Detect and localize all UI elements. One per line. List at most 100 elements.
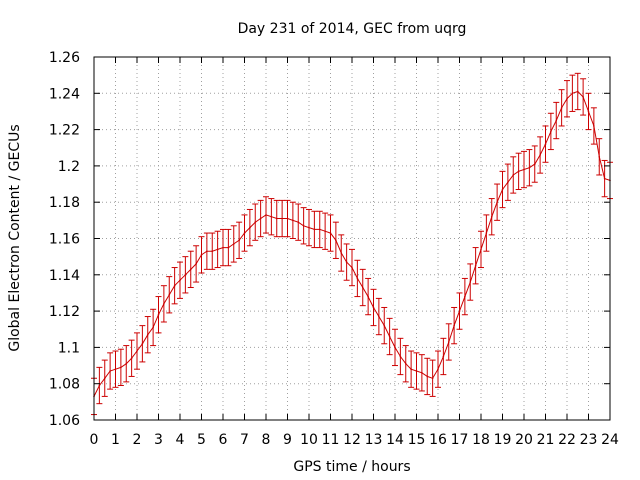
- data-point: [163, 303, 165, 305]
- y-tick-label: 1.26: [49, 50, 80, 66]
- data-point: [394, 346, 396, 349]
- tick-labels: 0 1 2 3 4 5 6 7 8 9 10 11 12 13 14 15 16 17 18 19 20 21 22 23 24…: [49, 50, 619, 448]
- y-tick-label: 1.22: [49, 123, 80, 139]
- data-point: [297, 221, 300, 223]
- x-tick-label: 11: [322, 432, 340, 448]
- data-point: [302, 224, 305, 227]
- x-tick-label: 7: [240, 432, 249, 448]
- data-point: [555, 119, 558, 122]
- data-point: [173, 284, 176, 287]
- data-point: [550, 130, 552, 133]
- data-point: [399, 355, 402, 358]
- data-point: [383, 324, 386, 327]
- x-tick-label: 22: [558, 432, 576, 448]
- data-point: [523, 168, 525, 171]
- data-point: [120, 366, 122, 369]
- data-point: [453, 324, 455, 327]
- x-tick-label: 9: [283, 432, 292, 448]
- data-point: [308, 226, 310, 229]
- data-point: [238, 239, 240, 242]
- y-tick-label: 1.2: [58, 159, 80, 175]
- data-point: [469, 281, 472, 283]
- data-point: [485, 232, 488, 234]
- data-point: [141, 342, 144, 345]
- data-point: [318, 228, 321, 231]
- data-point: [442, 355, 445, 358]
- x-tick-label: 16: [429, 432, 447, 448]
- y-tick-label: 1.18: [49, 195, 80, 211]
- x-tick-label: 13: [365, 432, 383, 448]
- y-tick-label: 1.06: [49, 413, 80, 429]
- data-point: [507, 181, 509, 184]
- x-tick-label: 0: [90, 432, 99, 448]
- data-point: [313, 228, 316, 231]
- data-point: [184, 274, 187, 276]
- data-point: [125, 362, 128, 365]
- data-point: [533, 163, 536, 165]
- data-point: [222, 246, 224, 249]
- data-point: [528, 166, 531, 169]
- data-point: [270, 215, 273, 218]
- x-tick-label: 18: [472, 432, 490, 448]
- data-point: [426, 375, 429, 378]
- data-point: [157, 313, 160, 316]
- data-point: [437, 368, 439, 370]
- data-point: [544, 143, 547, 145]
- data-point: [512, 174, 515, 176]
- data-point: [275, 217, 278, 220]
- data-point: [179, 279, 181, 282]
- y-axis-label: Global Electron Content / GECUs: [7, 124, 23, 351]
- data-point: [404, 362, 407, 365]
- data-point: [361, 286, 364, 289]
- data-point: [372, 306, 375, 309]
- data-point: [103, 377, 106, 380]
- x-tick-label: 14: [386, 432, 404, 448]
- data-point: [587, 110, 590, 113]
- data-point: [501, 188, 504, 191]
- chart-title: Day 231 of 2014, GEC from uqrg: [238, 21, 467, 37]
- x-tick-label: 4: [176, 432, 185, 448]
- data-point: [324, 230, 326, 233]
- data-point: [388, 335, 391, 338]
- y-tick-label: 1.08: [49, 377, 80, 393]
- data-point: [249, 226, 251, 229]
- x-tick-label: 21: [537, 432, 555, 448]
- data-point: [335, 239, 337, 242]
- x-axis-label: GPS time / hours: [293, 459, 410, 475]
- data-point: [146, 333, 149, 336]
- data-point: [265, 214, 267, 216]
- data-point: [345, 261, 348, 263]
- data-point: [211, 250, 214, 253]
- data-point: [200, 254, 203, 256]
- data-point: [227, 246, 230, 249]
- y-tick-label: 1.12: [49, 304, 80, 320]
- data-point: [195, 263, 197, 265]
- x-tick-label: 1: [111, 432, 120, 448]
- data-point: [539, 154, 541, 156]
- data-point: [474, 264, 477, 267]
- x-tick-label: 5: [197, 432, 206, 448]
- data-point: [216, 248, 219, 251]
- x-tick-label: 2: [133, 432, 142, 448]
- y-tick-label: 1.16: [49, 232, 80, 248]
- data-point: [410, 368, 412, 370]
- data-point: [571, 92, 574, 95]
- data-point: [329, 232, 332, 234]
- data-point: [447, 341, 450, 343]
- y-tick-label: 1.14: [49, 268, 80, 284]
- data-point: [603, 177, 606, 180]
- data-point: [136, 350, 138, 352]
- x-tick-label: 6: [219, 432, 228, 448]
- data-point: [490, 215, 493, 218]
- data-point: [517, 170, 520, 173]
- x-tick-label: 12: [343, 432, 361, 448]
- data-point: [168, 293, 171, 296]
- data-point: [582, 96, 584, 98]
- x-tick-label: 8: [262, 432, 271, 448]
- data-point: [152, 326, 154, 329]
- data-point: [130, 357, 133, 360]
- x-tick-label: 19: [494, 432, 512, 448]
- data-point: [351, 266, 353, 269]
- data-point: [356, 277, 359, 280]
